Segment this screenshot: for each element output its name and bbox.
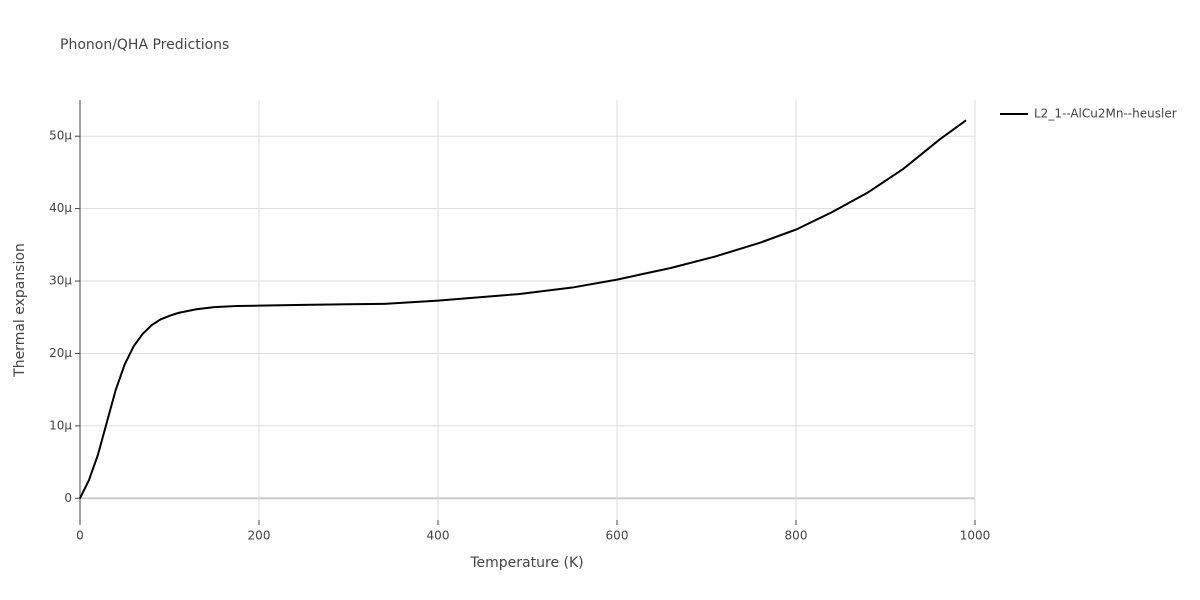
y-tick-label: 10µ	[49, 418, 72, 432]
legend-label: L2_1--AlCu2Mn--heusler	[1034, 107, 1177, 121]
x-tick-label: 600	[606, 529, 629, 543]
y-tick-label: 20µ	[49, 346, 72, 360]
x-tick-label: 400	[427, 529, 450, 543]
chart-title: Phonon/QHA Predictions	[60, 37, 229, 53]
data-line	[79, 119, 967, 499]
x-tick-label: 200	[248, 529, 271, 543]
y-axis-title: Thermal expansion	[12, 243, 28, 378]
y-tick-label: 30µ	[49, 274, 72, 288]
y-tick-label: 40µ	[49, 201, 72, 215]
x-tick-label: 0	[76, 529, 84, 543]
y-tick-label: 0	[64, 491, 72, 505]
x-axis-title: Temperature (K)	[469, 555, 583, 571]
x-tick-label: 1000	[960, 529, 991, 543]
x-tick-label: 800	[785, 529, 808, 543]
y-tick-label: 50µ	[49, 129, 72, 143]
